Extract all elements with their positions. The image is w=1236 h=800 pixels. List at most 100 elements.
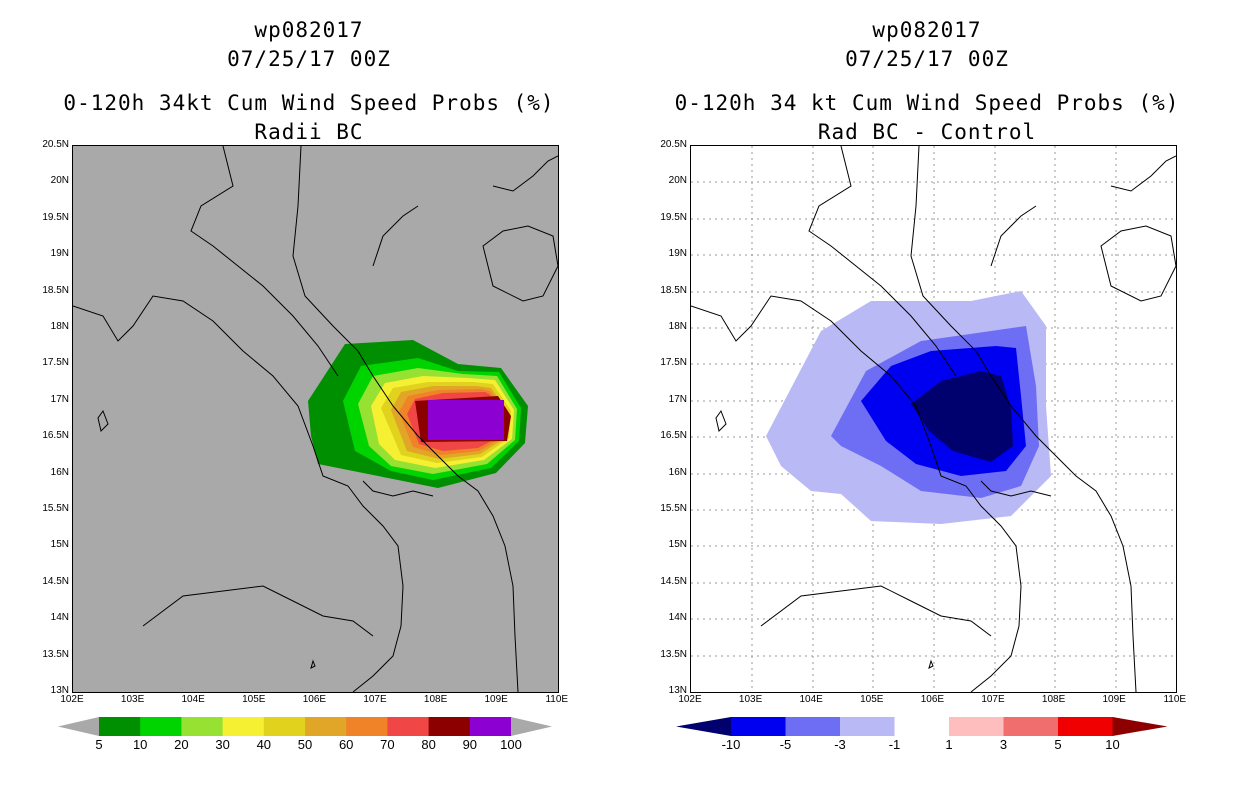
left-lon-tick-label: 107E	[363, 694, 387, 705]
left-colorbar-swatch	[222, 717, 265, 736]
left-colorbar-swatches	[99, 717, 512, 736]
right-difference-map	[690, 145, 1177, 693]
left-colorbar-low-arrow	[58, 717, 99, 736]
right-lat-tick-label: 20.5N	[660, 139, 687, 150]
right-title-product: 0-120h 34 kt Cum Wind Speed Probs (%)	[674, 91, 1180, 115]
right-title-method: Rad BC - Control	[817, 120, 1037, 144]
left-colorbar-label: 40	[256, 737, 272, 752]
left-colorbar-swatch	[469, 717, 512, 736]
left-colorbar-label: 5	[95, 737, 103, 752]
right-colorbar-label: -3	[834, 737, 846, 752]
left-title-method: Radii BC	[254, 120, 364, 144]
left-title-date: 07/25/17 00Z	[227, 47, 391, 71]
left-colorbar-label: 70	[380, 737, 395, 752]
right-lat-tick-label: 20N	[668, 175, 687, 187]
left-lat-tick-label: 14.5N	[42, 575, 69, 587]
left-lat-tick-label: 16N	[50, 466, 69, 478]
right-colorbar-label: -1	[888, 737, 901, 752]
right-lon-tick-label: 102E	[678, 694, 702, 705]
difference-contours	[766, 291, 1051, 524]
coastlines-borders	[73, 146, 558, 692]
left-lon-tick-label: 103E	[120, 694, 145, 705]
right-colorbar-swatch	[894, 717, 950, 736]
right-lon-tick-label: 107E	[981, 694, 1005, 705]
right-lat-tick-label: 15N	[668, 539, 687, 551]
right-lat-tick-label: 19.5N	[660, 211, 687, 223]
contour-90	[428, 400, 504, 440]
right-lon-tick-label: 103E	[738, 694, 763, 705]
right-colorbar-label: 5	[1054, 737, 1062, 752]
left-lon-tick-label: 106E	[302, 694, 327, 705]
left-lat-tick-label: 17.5N	[42, 357, 69, 369]
right-lon-tick-label: 106E	[920, 694, 945, 705]
right-lat-tick-label: 16.5N	[660, 430, 687, 442]
left-colorbar-label: 80	[421, 737, 436, 752]
left-lon-tick-label: 109E	[484, 694, 508, 705]
grid-lines	[691, 146, 1176, 692]
left-colorbar-swatch	[346, 717, 388, 736]
right-lon-tick-label: 108E	[1041, 694, 1066, 705]
right-lon-tick-label: 105E	[860, 694, 884, 705]
left-colorbar-swatch	[99, 717, 141, 736]
left-colorbar-label: 100	[500, 737, 522, 752]
left-colorbar-swatch	[263, 717, 306, 736]
left-title-storm: wp082017	[254, 18, 364, 42]
right-colorbar-swatch	[840, 717, 895, 736]
left-colorbar-label: 10	[132, 737, 148, 752]
right-colorbar-swatch	[785, 717, 841, 736]
left-colorbar-label: 50	[297, 737, 313, 752]
left-lat-tick-label: 13N	[50, 685, 69, 696]
left-lat-tick-label: 18N	[50, 321, 69, 332]
left-lat-tick-label: 20.5N	[42, 139, 69, 150]
right-lat-tick-label: 19N	[668, 248, 687, 260]
right-colorbar-high-arrow	[1112, 717, 1168, 736]
left-colorbar-label: 60	[338, 737, 354, 752]
left-lat-tick-label: 13.5N	[42, 648, 69, 660]
right-lat-tick-label: 17.5N	[660, 357, 687, 369]
left-lon-tick-label: 108E	[423, 694, 448, 705]
left-colorbar-swatch	[305, 717, 347, 736]
right-colorbar-label: -10	[721, 737, 741, 752]
right-colorbar-label: 10	[1105, 737, 1120, 752]
right-lon-tick-label: 109E	[1102, 694, 1126, 705]
left-panel: wp082017 07/25/17 00Z 0-120h 34kt Cum Wi…	[42, 18, 568, 752]
left-lon-tick-label: 105E	[242, 694, 266, 705]
right-colorbar-low-arrow	[676, 717, 731, 736]
left-colorbar-swatch	[181, 717, 224, 736]
right-panel: wp082017 07/25/17 00Z 0-120h 34 kt Cum W…	[618, 0, 1236, 800]
contour-minus10	[911, 371, 1013, 462]
left-lat-tick-label: 16.5N	[42, 430, 69, 442]
right-lat-tick-label: 16N	[668, 466, 687, 478]
right-title-storm: wp082017	[872, 18, 982, 42]
left-lat-tick-label: 20N	[50, 175, 69, 187]
right-lat-tick-label: 14.5N	[660, 575, 687, 587]
right-lon-tick-label: 110E	[1163, 694, 1187, 705]
left-colorbar-swatch	[140, 717, 182, 736]
left-colorbar-swatch	[428, 717, 471, 736]
right-lat-tick-label: 15.5N	[660, 503, 687, 514]
left-colorbar-swatch	[387, 717, 430, 736]
left-colorbar-label: 20	[174, 737, 189, 752]
right-colorbar-label: -5	[779, 737, 792, 752]
right-lat-tick-label: 13.5N	[660, 648, 687, 660]
right-colorbar-swatch	[1003, 717, 1059, 736]
left-colorbar	[58, 717, 552, 736]
right-map-svg	[691, 146, 1176, 692]
left-lat-tick-label: 17N	[50, 393, 69, 405]
left-probability-map	[72, 145, 559, 693]
right-lat-tick-label: 14N	[668, 612, 687, 624]
left-colorbar-label: 90	[462, 737, 478, 752]
right-title-date: 07/25/17 00Z	[845, 47, 1009, 71]
right-lat-tick-label: 18.5N	[660, 284, 687, 296]
right-lon-tick-label: 104E	[799, 694, 823, 705]
left-colorbar-label: 30	[215, 737, 230, 752]
left-lon-tick-label: 102E	[60, 694, 84, 705]
left-title-product: 0-120h 34kt Cum Wind Speed Probs (%)	[63, 91, 555, 115]
right-lat-tick-label: 17N	[668, 393, 687, 405]
coastlines-borders	[691, 146, 1176, 692]
right-lat-tick-label: 13N	[668, 685, 687, 696]
right-colorbar-swatch	[1058, 717, 1113, 736]
right-colorbar-label: 1	[945, 737, 953, 752]
right-colorbar-label: 3	[999, 737, 1008, 752]
left-lon-tick-label: 104E	[181, 694, 205, 705]
